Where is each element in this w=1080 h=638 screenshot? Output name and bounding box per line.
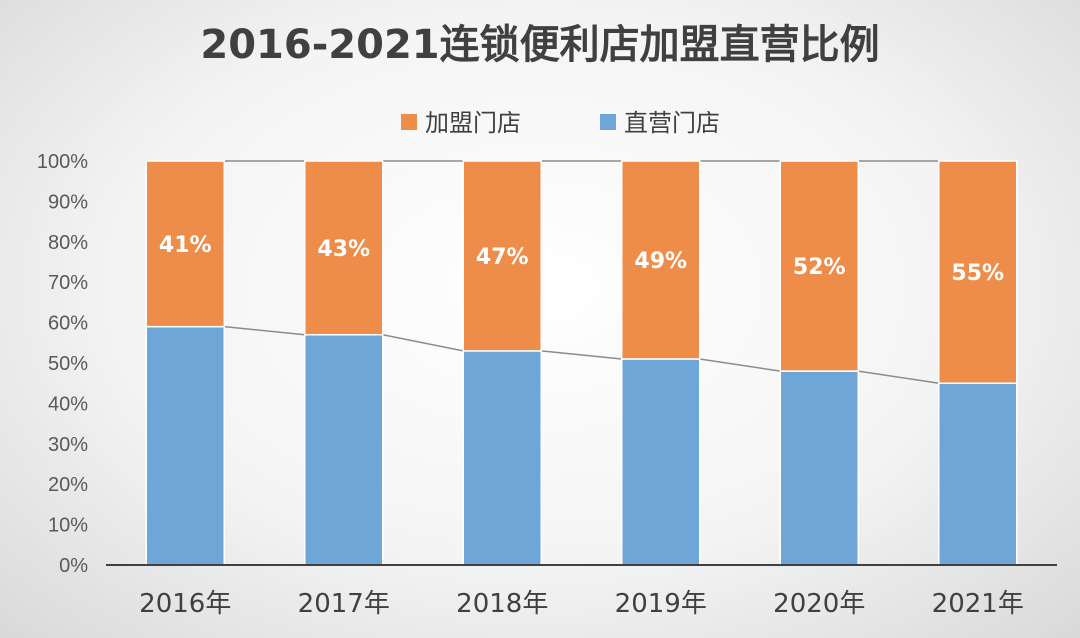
y-tick-label: 0%: [59, 555, 88, 577]
bar-franchise: [304, 160, 384, 336]
chart-title: 2016-2021连锁便利店加盟直营比例: [200, 22, 879, 68]
data-label-franchise: 41%: [159, 233, 212, 258]
bar-franchise: [145, 160, 225, 328]
bars: [145, 160, 1018, 566]
data-label-franchise: 55%: [951, 261, 1004, 286]
data-label-franchise: 47%: [476, 245, 529, 270]
x-tick-label: 2018年: [456, 589, 548, 619]
y-tick-label: 70%: [48, 272, 88, 294]
series-line-direct: [858, 370, 939, 384]
bar-franchise: [779, 160, 859, 372]
y-tick-label: 50%: [48, 353, 88, 375]
series-line-direct: [382, 333, 464, 352]
bar-franchise: [621, 160, 701, 360]
bar-direct: [621, 358, 701, 566]
legend: 加盟门店 直营门店: [401, 109, 720, 137]
y-tick-label: 60%: [48, 313, 88, 335]
bar-franchise: [938, 160, 1018, 384]
bar-direct: [304, 333, 384, 566]
y-tick-label: 30%: [48, 434, 88, 456]
bar-direct: [938, 382, 1018, 566]
data-label-franchise: 52%: [793, 255, 846, 280]
x-tick-label: 2016年: [139, 589, 231, 619]
series-line-direct: [224, 325, 305, 336]
y-tick-label: 100%: [37, 151, 88, 173]
data-label-franchise: 43%: [317, 237, 370, 262]
y-tick-label: 40%: [48, 393, 88, 415]
series-line-direct: [541, 350, 622, 360]
x-tick-label: 2021年: [932, 589, 1024, 619]
y-axis: 0% 10% 20% 30% 40% 50% 60% 70% 80% 90% 100%: [37, 151, 88, 577]
y-tick-label: 10%: [48, 515, 88, 537]
x-tick-label: 2019年: [615, 589, 707, 619]
legend-swatch-direct: [600, 114, 616, 130]
bar-franchise: [462, 160, 542, 352]
series-lines: [224, 160, 939, 384]
series-line-direct: [699, 358, 781, 372]
legend-swatch-franchise: [401, 114, 417, 130]
bar-direct: [779, 370, 859, 566]
bar-direct: [462, 350, 542, 566]
x-tick-label: 2020年: [773, 589, 865, 619]
legend-label-direct: 直营门店: [624, 109, 720, 137]
data-labels: 41% 43% 47% 49% 52% 55%: [159, 233, 1004, 286]
data-label-franchise: 49%: [634, 249, 687, 274]
y-tick-label: 90%: [48, 191, 88, 213]
x-tick-label: 2017年: [298, 589, 390, 619]
legend-label-franchise: 加盟门店: [425, 109, 521, 137]
y-tick-label: 80%: [48, 232, 88, 254]
x-axis: 2016年 2017年 2018年 2019年 2020年 2021年: [139, 589, 1024, 619]
bar-direct: [145, 325, 225, 566]
y-tick-label: 20%: [48, 474, 88, 496]
